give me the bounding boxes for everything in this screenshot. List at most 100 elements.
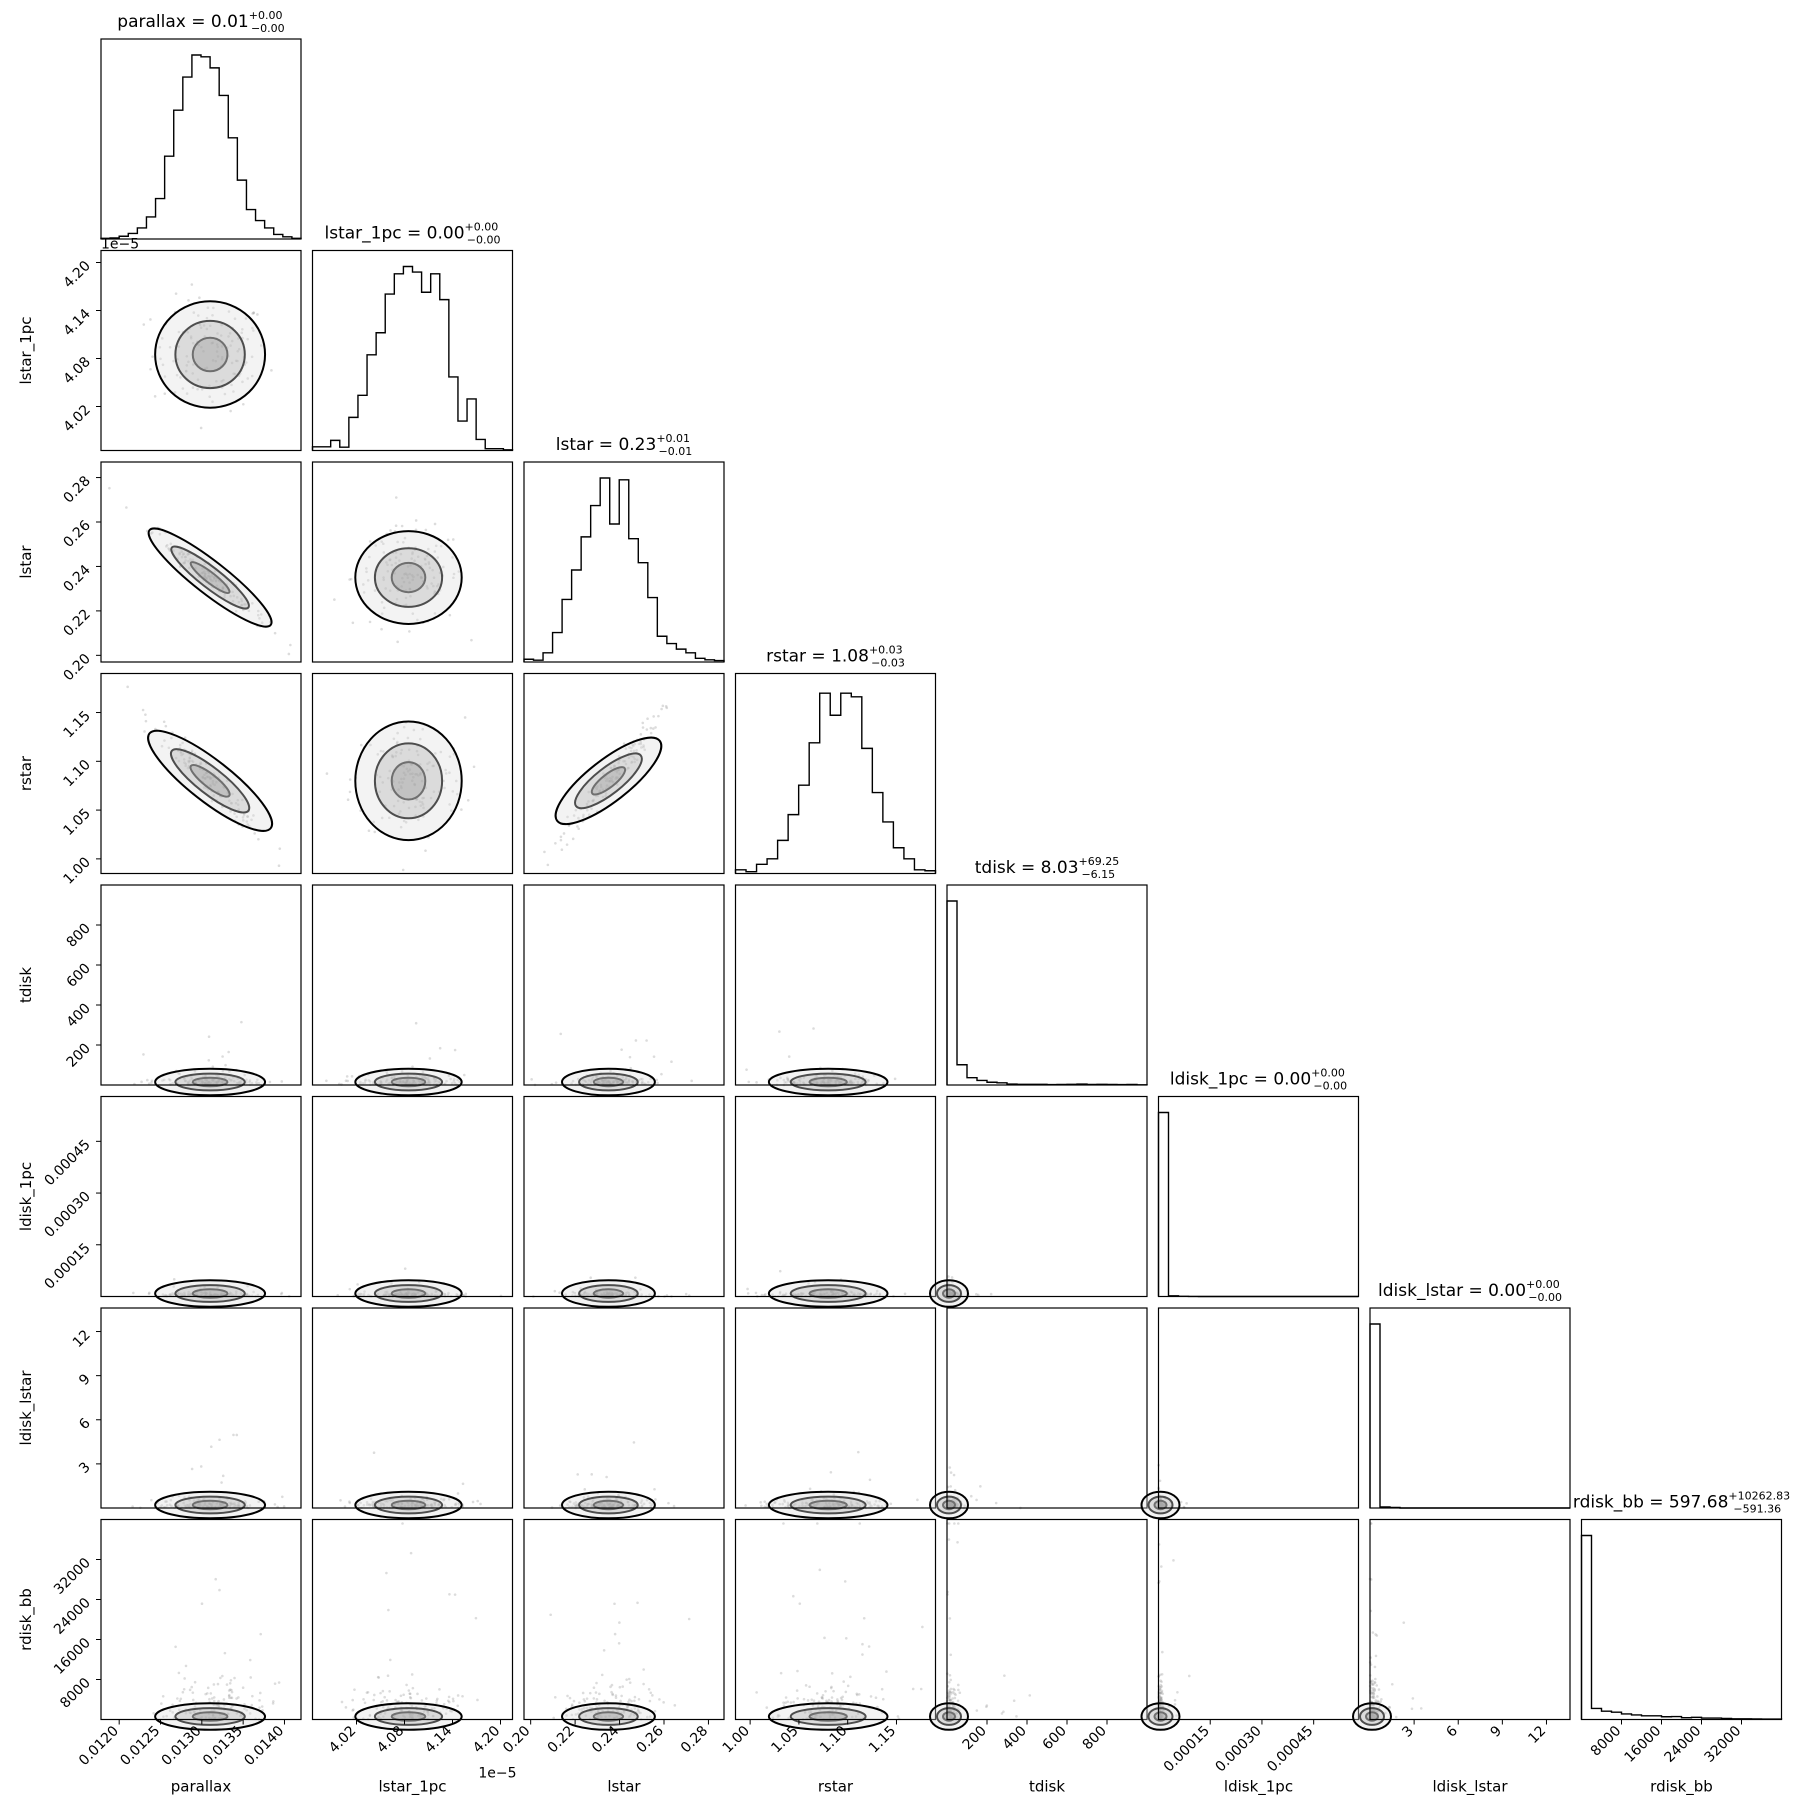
sample-point: [622, 742, 626, 745]
sample-point: [163, 392, 167, 395]
panel-frame: [1157, 1518, 1360, 1721]
sample-point: [381, 1700, 385, 1703]
sample-point: [231, 599, 235, 603]
sample-point: [630, 754, 633, 758]
sample-point: [792, 1700, 795, 1704]
sample-point: [649, 1691, 653, 1695]
sample-point: [235, 815, 238, 819]
histogram-ldisk_1pc: [1157, 1111, 1359, 1298]
y-axis-label: lstar_1pc: [17, 316, 36, 384]
sample-point: [411, 1065, 414, 1068]
sample-point: [400, 585, 403, 588]
sample-point: [362, 1697, 365, 1701]
sample-point: [425, 554, 429, 558]
sample-point: [842, 1680, 845, 1683]
sample-point: [428, 761, 431, 764]
sample-point: [795, 1689, 799, 1692]
sample-point: [167, 547, 170, 550]
sample-point: [161, 1694, 165, 1698]
panel-ldisk_1pc-vs-lstar: [523, 1095, 725, 1308]
density-level: [355, 721, 462, 841]
sample-point: [418, 800, 422, 803]
sample-point: [400, 748, 403, 752]
sample-point: [975, 1709, 979, 1712]
sample-point: [193, 1680, 197, 1684]
sample-point: [1394, 1715, 1398, 1719]
panel-frame: [311, 672, 514, 875]
sample-point: [180, 550, 184, 554]
sample-point: [232, 594, 236, 598]
sample-point: [382, 551, 386, 554]
sample-point: [240, 599, 244, 603]
sample-point: [1373, 1681, 1376, 1684]
y-axis-label: lstar: [17, 545, 35, 579]
sample-point: [204, 1078, 207, 1082]
sample-point: [158, 532, 162, 536]
sample-point: [380, 600, 384, 604]
sample-point: [231, 792, 234, 796]
sample-point: [658, 1698, 661, 1701]
sample-point: [916, 1498, 919, 1502]
sample-point: [632, 755, 635, 759]
sample-point: [212, 1696, 216, 1699]
sample-point: [1380, 1697, 1383, 1701]
x-axis-label: rstar: [818, 1778, 854, 1796]
x-tick-label: 800: [1080, 1723, 1110, 1753]
sample-point: [614, 1696, 618, 1699]
sample-point: [649, 731, 653, 735]
sample-point: [179, 376, 182, 379]
title-sup: +0.00: [1526, 1278, 1560, 1291]
sample-point: [745, 1068, 748, 1071]
histogram-parallax: [100, 54, 302, 239]
sample-point: [830, 1672, 834, 1675]
sample-point: [196, 378, 200, 381]
sample-point: [448, 755, 452, 758]
contour-line: [174, 319, 246, 390]
sample-point: [443, 786, 446, 790]
sample-point: [613, 1632, 617, 1636]
sample-point: [221, 1474, 225, 1478]
sample-point: [172, 359, 175, 363]
sample-point: [245, 820, 249, 823]
sample-point: [221, 1081, 225, 1085]
sample-point: [649, 726, 653, 730]
sample-point: [244, 317, 248, 320]
panel-frame: [311, 461, 514, 663]
sample-point: [187, 759, 190, 763]
sample-point: [836, 1699, 840, 1703]
sample-point: [143, 730, 146, 733]
sample-point: [611, 1693, 614, 1697]
sample-point: [470, 638, 473, 642]
sample-point: [586, 809, 589, 812]
sample-point: [381, 1689, 385, 1693]
sample-point: [559, 838, 563, 842]
sample-point: [600, 1673, 604, 1677]
sample-point: [247, 609, 251, 613]
sample-point: [278, 847, 282, 850]
sample-point: [855, 1692, 859, 1696]
sample-point: [164, 724, 168, 728]
sample-point: [660, 707, 663, 711]
panel-lstar-vs-lstar: [523, 461, 725, 663]
sample-point: [784, 1701, 787, 1705]
sample-point: [604, 792, 608, 795]
sample-point: [415, 797, 419, 801]
sample-point: [211, 782, 215, 785]
sample-point: [188, 756, 192, 760]
panel-frame: [734, 672, 937, 875]
sample-point: [227, 1050, 230, 1054]
sample-point: [392, 737, 396, 741]
sample-point: [409, 763, 413, 766]
sample-point: [208, 575, 212, 579]
sample-point: [351, 621, 355, 625]
sample-point: [1028, 1694, 1032, 1697]
sample-point: [627, 756, 631, 760]
sample-point: [394, 551, 398, 554]
sample-point: [636, 1601, 639, 1605]
sample-point: [609, 766, 612, 770]
sample-point: [407, 1689, 411, 1692]
sample-point: [273, 631, 277, 635]
sample-point: [460, 808, 463, 811]
x-tick-label: 0.28: [678, 1723, 711, 1756]
sample-point: [784, 1696, 788, 1699]
